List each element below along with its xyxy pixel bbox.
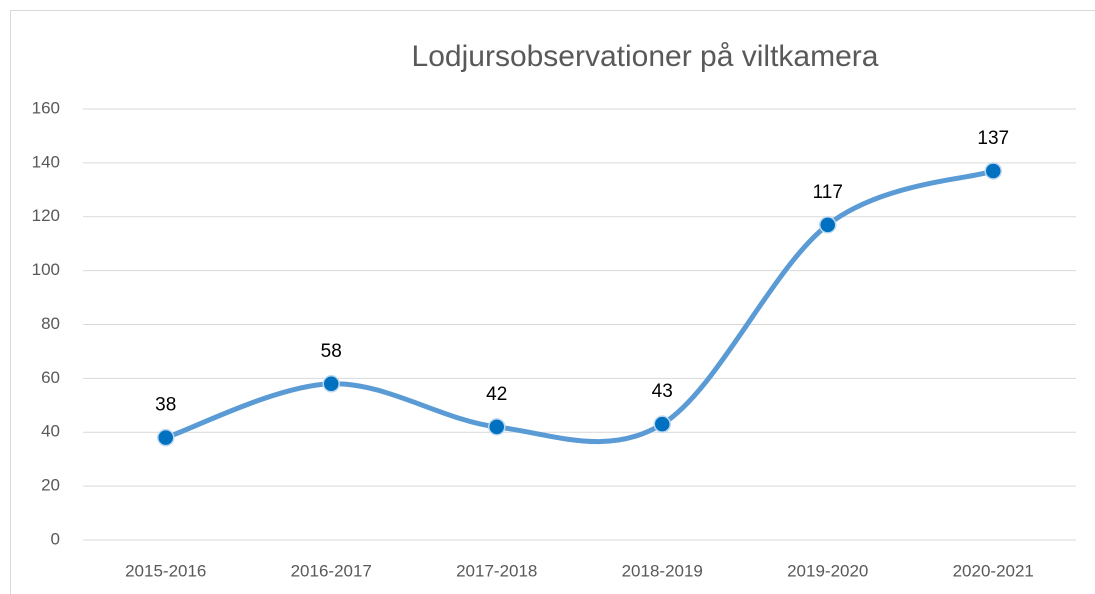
data-label: 42 — [486, 384, 507, 405]
chart-title: Lodjursobservationer på viltkamera — [412, 40, 879, 73]
data-point — [488, 418, 506, 436]
y-tick-label: 120 — [32, 206, 60, 225]
x-tick-label: 2017-2018 — [456, 561, 537, 580]
data-point — [322, 375, 340, 393]
y-tick-label: 0 — [51, 529, 60, 548]
y-tick-label: 100 — [32, 260, 60, 279]
x-tick-label: 2020-2021 — [953, 561, 1034, 580]
chart-border — [10, 10, 1095, 594]
data-point — [984, 162, 1002, 180]
y-tick-label: 60 — [41, 368, 60, 387]
data-point — [653, 415, 671, 433]
data-label: 117 — [813, 182, 843, 203]
data-label: 137 — [977, 128, 1009, 149]
y-tick-label: 40 — [41, 422, 60, 441]
y-tick-label: 160 — [32, 98, 60, 117]
data-point — [157, 428, 175, 447]
data-line — [163, 168, 996, 445]
x-tick-label: 2016-2017 — [291, 561, 372, 580]
data-label: 43 — [652, 381, 673, 402]
x-tick-label: 2015-2016 — [125, 561, 206, 580]
x-tick-label: 2019-2020 — [787, 561, 868, 580]
data-label: 38 — [155, 395, 176, 416]
data-label: 58 — [321, 341, 342, 362]
y-tick-label: 80 — [41, 314, 60, 333]
y-tick-label: 20 — [41, 476, 60, 495]
y-tick-label: 140 — [32, 152, 60, 171]
x-tick-label: 2018-2019 — [622, 561, 703, 580]
data-point — [819, 216, 837, 234]
